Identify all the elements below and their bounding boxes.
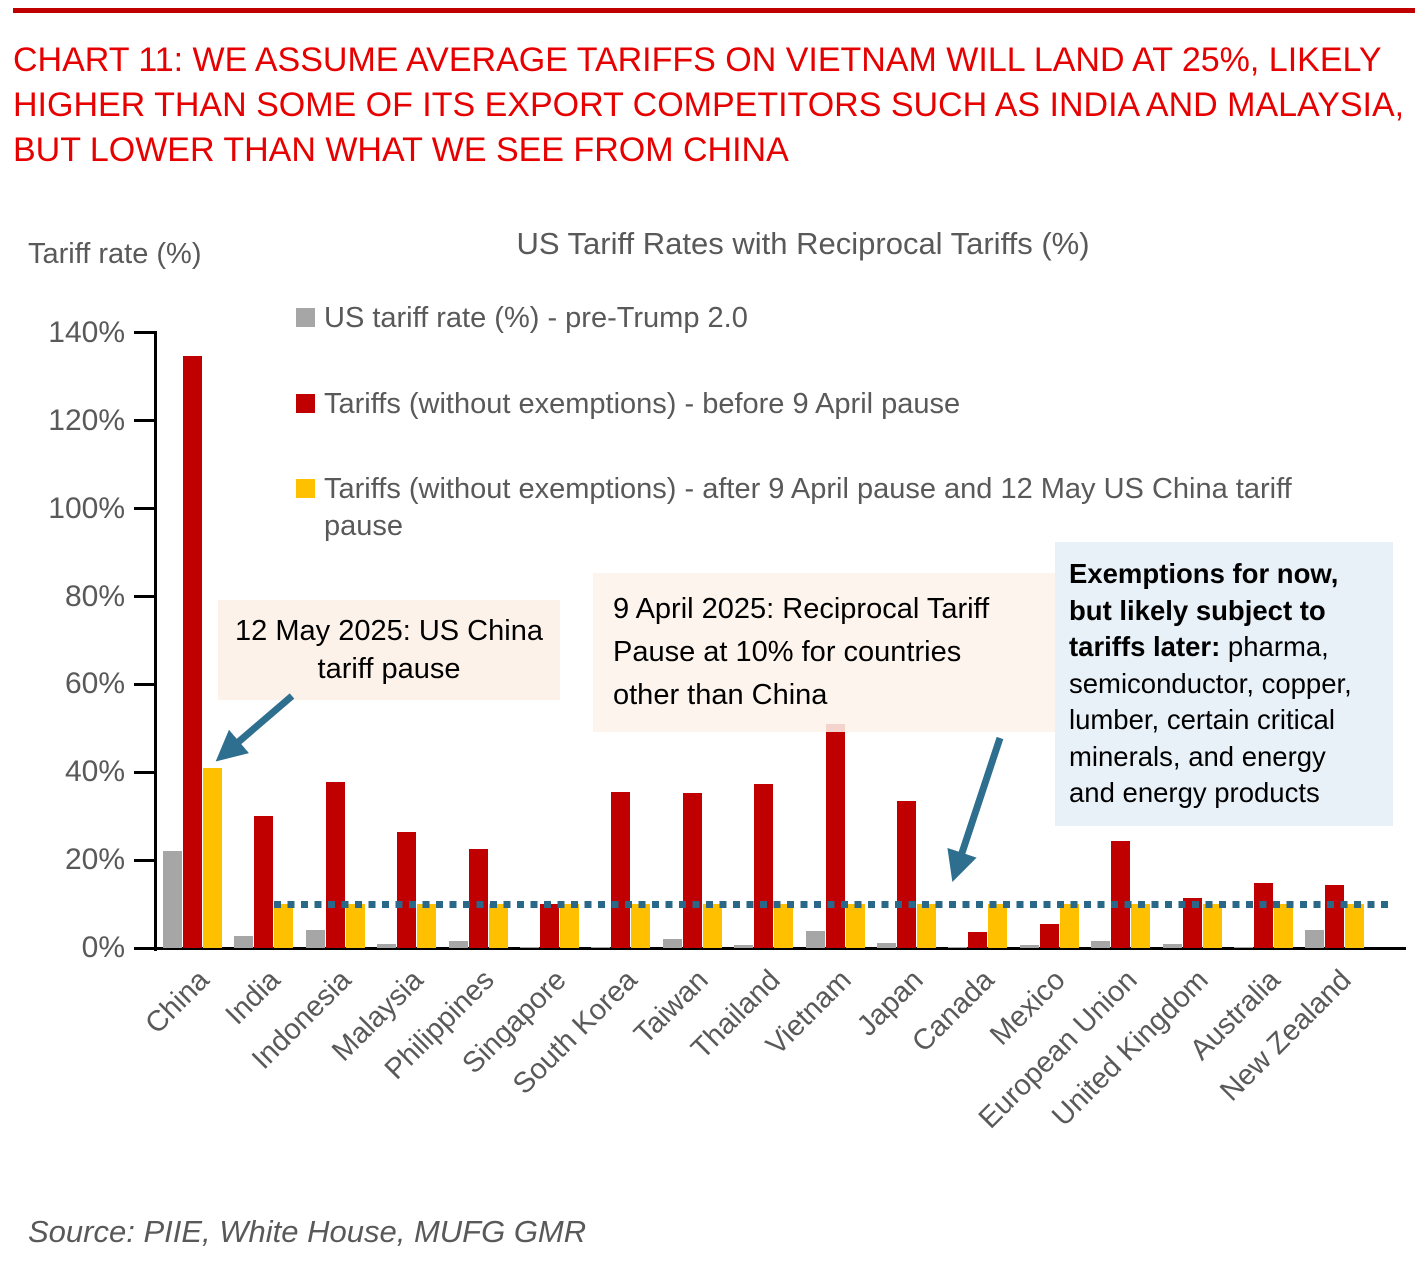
- legend-item-before-pause: Tariffs (without exemptions) - before 9 …: [296, 386, 960, 423]
- legend-swatch-red-icon: [296, 394, 315, 413]
- top-rule: [13, 8, 1415, 13]
- bar-canada-2: [988, 904, 1008, 948]
- bar-thailand-2: [774, 904, 794, 948]
- bar-south-korea-0: [591, 947, 611, 948]
- bar-taiwan-1: [682, 793, 702, 948]
- bar-south-korea-2: [631, 904, 651, 948]
- bar-philippines-1: [468, 849, 488, 948]
- bar-singapore-0: [520, 947, 539, 948]
- source-note: Source: PIIE, White House, MUFG GMR: [28, 1214, 587, 1249]
- bar-mexico-2: [1059, 904, 1079, 948]
- y-tick: [134, 419, 155, 423]
- bar-indonesia-2: [345, 904, 365, 948]
- y-tick-label: 40%: [64, 755, 125, 789]
- annotation-april9: 9 April 2025: Reciprocal Tariff Pause at…: [593, 573, 1055, 732]
- legend-label: US tariff rate (%) - pre-Trump 2.0: [324, 302, 748, 334]
- arrow-april9-icon: [947, 736, 1004, 882]
- y-tick-label: 140%: [48, 315, 125, 349]
- legend-swatch-yellow-icon: [296, 479, 315, 498]
- y-axis-line: [154, 331, 157, 951]
- reference-line-10pct: [274, 900, 1390, 908]
- bar-vietnam-1: [825, 724, 845, 948]
- bar-united-kingdom-2: [1202, 904, 1222, 948]
- y-tick: [134, 946, 155, 950]
- chart-title: US Tariff Rates with Reciprocal Tariffs …: [516, 226, 1090, 261]
- y-tick: [134, 858, 155, 862]
- bar-india-0: [234, 935, 254, 948]
- bar-new-zealand-0: [1305, 929, 1325, 948]
- bar-thailand-0: [734, 944, 754, 948]
- bar-european-union-1: [1111, 841, 1131, 948]
- bar-canada-1: [968, 932, 988, 948]
- y-tick-label: 100%: [48, 491, 125, 525]
- bar-malaysia-0: [377, 943, 397, 948]
- bar-thailand-1: [754, 784, 774, 948]
- y-tick-label: 80%: [64, 579, 125, 613]
- bar-australia-0: [1234, 946, 1253, 948]
- bar-japan-1: [897, 800, 916, 948]
- bar-united-kingdom-0: [1162, 943, 1182, 948]
- legend-label: Tariffs (without exemptions) - after 9 A…: [324, 473, 1292, 542]
- bar-european-union-0: [1091, 941, 1111, 948]
- bar-vietnam-0: [805, 931, 825, 948]
- bar-mexico-1: [1039, 923, 1059, 948]
- bar-canada-0: [948, 947, 968, 948]
- bar-new-zealand-1: [1325, 885, 1345, 948]
- bar-taiwan-2: [702, 904, 722, 948]
- bar-china-2: [203, 767, 222, 948]
- bar-china-0: [163, 851, 182, 948]
- y-tick-label: 60%: [64, 667, 125, 701]
- bar-singapore-2: [560, 904, 579, 948]
- y-tick: [134, 770, 155, 774]
- y-tick-label: 0%: [81, 931, 125, 964]
- bar-south-korea-1: [611, 792, 631, 948]
- bar-singapore-1: [540, 904, 559, 948]
- annotation-exemptions: Exemptions for now, but likely subject t…: [1055, 542, 1393, 826]
- y-axis-title: Tariff rate (%): [28, 238, 202, 270]
- bar-australia-2: [1274, 904, 1293, 948]
- legend-label: Tariffs (without exemptions) - before 9 …: [324, 388, 961, 420]
- bar-mexico-0: [1019, 945, 1039, 948]
- bar-china-1: [183, 356, 202, 948]
- y-tick: [134, 331, 155, 335]
- bar-european-union-2: [1131, 904, 1151, 948]
- y-tick-label: 120%: [48, 403, 125, 437]
- bar-india-1: [254, 816, 274, 948]
- plot-area: 0% 20% 40% 60% 80% 100% 120% 140% China India Indo…: [48, 316, 1406, 1135]
- annotation-exemptions-rest: pharma, semiconductor, copper, lumber, c…: [1069, 631, 1352, 808]
- bar-malaysia-2: [417, 904, 437, 948]
- y-tick: [134, 595, 155, 599]
- bar-philippines-0: [448, 941, 468, 948]
- legend-swatch-gray-icon: [296, 308, 315, 327]
- bar-indonesia-1: [325, 782, 345, 948]
- annotation-may12: 12 May 2025: US China tariff pause: [218, 600, 560, 700]
- bar-new-zealand-2: [1345, 904, 1365, 948]
- bar-india-2: [274, 904, 294, 948]
- bar-japan-0: [877, 942, 896, 948]
- x-axis-line: [154, 947, 1406, 950]
- y-tick: [134, 507, 155, 511]
- y-tick: [134, 682, 155, 686]
- page-title: CHART 11: WE ASSUME AVERAGE TARIFFS ON V…: [13, 41, 1405, 169]
- bar-vietnam-2: [845, 904, 865, 948]
- legend-item-pre-trump: US tariff rate (%) - pre-Trump 2.0: [296, 300, 748, 337]
- bar-japan-2: [917, 904, 936, 948]
- bar-indonesia-0: [305, 930, 325, 948]
- legend-item-after-pause: Tariffs (without exemptions) - after 9 A…: [296, 471, 1356, 545]
- bar-philippines-2: [488, 904, 508, 948]
- bar-australia-1: [1254, 883, 1273, 948]
- annotation-exemptions-lead: Exemptions for now, but likely subject t…: [1069, 558, 1339, 662]
- y-tick-label: 20%: [64, 843, 125, 877]
- bar-malaysia-1: [397, 831, 417, 948]
- bar-taiwan-0: [662, 939, 682, 948]
- arrow-may12-icon: [215, 693, 295, 762]
- bar-united-kingdom-1: [1182, 897, 1202, 948]
